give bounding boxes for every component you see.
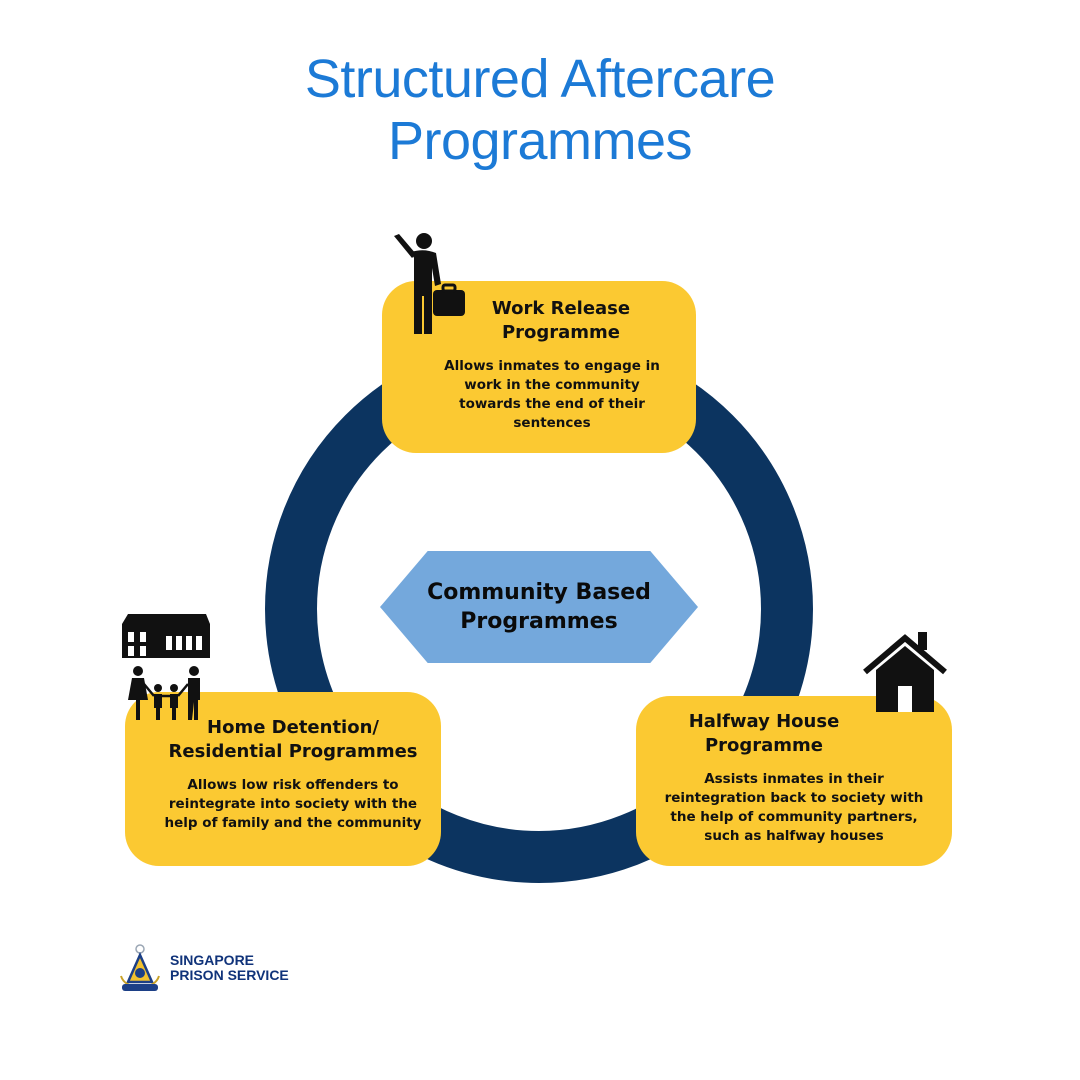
page-title-line-1: Structured Aftercare <box>304 49 776 109</box>
halfway-house-card: Halfway House Programme Assists inmates … <box>636 696 952 866</box>
home-detention-card: Home Detention/ Residential Programmes A… <box>125 692 441 866</box>
halfway-house-description: Assists inmates in their reintegration b… <box>664 771 924 844</box>
prison-service-logo: SINGAPORE PRISON SERVICE <box>116 942 289 994</box>
center-hexagon: Community Based Programmes <box>380 551 698 663</box>
page-title: Structured Aftercare Programmes <box>0 48 1080 172</box>
logo-text: SINGAPORE PRISON SERVICE <box>170 953 289 983</box>
home-detention-title: Home Detention/ Residential Programmes <box>168 717 418 762</box>
halfway-house-title: Halfway House Programme <box>688 711 840 756</box>
work-release-title: Work Release Programme <box>491 298 631 343</box>
house-icon <box>863 632 947 712</box>
work-release-card: Work Release Programme Allows inmates to… <box>382 281 696 453</box>
logo-text-line-1: SINGAPORE <box>170 952 255 968</box>
prison-service-crest-icon <box>120 944 160 991</box>
family-and-house-icon <box>122 614 210 720</box>
home-detention-description: Allows low risk offenders to reintegrate… <box>164 777 422 831</box>
worker-with-briefcase-icon <box>394 233 465 334</box>
center-label-line-1: Community Based <box>427 580 651 605</box>
logo-text-line-2: PRISON SERVICE <box>170 967 289 983</box>
work-release-description: Allows inmates to engage in work in the … <box>444 358 660 431</box>
center-label-line-2: Programmes <box>460 609 618 634</box>
page-title-line-2: Programmes <box>387 111 693 171</box>
